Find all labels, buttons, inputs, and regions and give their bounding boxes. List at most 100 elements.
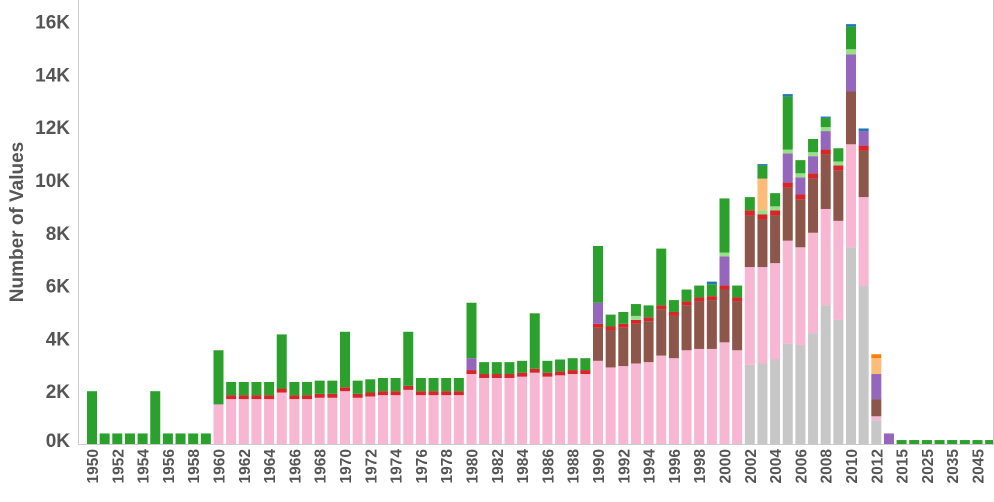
x-tick-label: 1960 xyxy=(212,449,229,483)
bar-segment xyxy=(745,216,755,267)
bar-segment xyxy=(391,391,401,395)
bar-segment xyxy=(656,309,666,355)
y-tick-label: 12K xyxy=(35,118,70,139)
bar-segment xyxy=(795,177,805,194)
bar-segment xyxy=(618,324,628,328)
bar-segment xyxy=(416,391,426,395)
bar-segment xyxy=(618,312,628,324)
bar-segment xyxy=(757,179,767,211)
y-tick-label: 6K xyxy=(46,277,71,298)
bar-segment xyxy=(353,394,363,398)
bar-segment xyxy=(707,282,717,285)
x-tick-label: 2025 xyxy=(920,449,937,484)
bar-segment xyxy=(327,381,337,394)
bar-segment xyxy=(732,350,742,444)
bar-segment xyxy=(239,399,249,444)
x-tick-label: 1998 xyxy=(692,449,709,484)
x-tick-label: 1978 xyxy=(439,449,456,484)
bar-segment xyxy=(580,358,590,370)
bar-segment xyxy=(871,374,881,399)
bar-segment xyxy=(846,55,856,92)
bar-segment xyxy=(656,249,666,306)
x-tick-label: 2006 xyxy=(793,449,810,484)
x-tick-label: 1956 xyxy=(161,449,178,484)
bar-segment xyxy=(795,247,805,345)
x-tick-label: 1974 xyxy=(389,449,406,484)
x-tick-label: 1950 xyxy=(85,449,102,483)
bar-segment xyxy=(340,387,350,391)
bar-segment xyxy=(821,127,831,131)
bar-segment xyxy=(416,395,426,444)
bar-segment xyxy=(289,399,299,444)
bar-segment xyxy=(795,345,805,444)
x-tick-label: 2045 xyxy=(971,449,988,484)
bar-segment xyxy=(403,332,413,386)
bar-segment xyxy=(871,399,881,416)
bar-segment xyxy=(783,241,793,344)
bar-segment xyxy=(492,374,502,378)
bar-segment xyxy=(214,404,224,444)
bar-segment xyxy=(960,440,970,444)
bar-segment xyxy=(353,381,363,394)
bar-segment xyxy=(757,164,767,165)
x-tick-label: 1982 xyxy=(490,449,507,483)
bar-segment xyxy=(770,193,780,206)
bar-segment xyxy=(783,94,793,97)
x-tick-label: 2004 xyxy=(768,449,785,484)
x-tick-label: 1970 xyxy=(338,449,355,483)
bar-segment xyxy=(492,362,502,374)
bar-segment xyxy=(871,358,881,374)
bar-segment xyxy=(631,363,641,444)
y-tick-label: 10K xyxy=(35,171,70,192)
bar-segment xyxy=(884,433,894,444)
bar-segment xyxy=(188,433,198,444)
bar-segment xyxy=(214,350,224,404)
bar-segment xyxy=(833,161,843,165)
x-tick-label: 1968 xyxy=(313,449,330,484)
x-tick-label: 1976 xyxy=(414,449,431,484)
bar-segment xyxy=(859,146,869,151)
bar-segment xyxy=(606,326,616,330)
bar-segment xyxy=(251,395,261,399)
bar-segment xyxy=(770,206,780,210)
bar-segment xyxy=(365,379,375,392)
bar-segment xyxy=(340,391,350,444)
bar-segment xyxy=(467,370,477,374)
bar-segment xyxy=(580,374,590,444)
bar-segment xyxy=(808,139,818,152)
bar-segment xyxy=(821,118,831,127)
bar-segment xyxy=(720,290,730,343)
bar-segment xyxy=(808,156,818,173)
bar-segment xyxy=(504,374,514,378)
bar-segment xyxy=(593,361,603,444)
bar-segment xyxy=(315,394,325,398)
bar-segment xyxy=(517,361,527,373)
bar-segment xyxy=(100,433,110,444)
bar-segment xyxy=(302,395,312,399)
bar-segment xyxy=(568,370,578,374)
bar-segment xyxy=(618,366,628,444)
bar-segment xyxy=(770,263,780,359)
bar-segment xyxy=(757,220,767,268)
bar-segment xyxy=(391,378,401,391)
bar-segment xyxy=(833,171,843,221)
bar-segment xyxy=(821,150,831,155)
bar-segment xyxy=(226,382,236,395)
x-tick-label: 2010 xyxy=(844,449,861,483)
bar-segment xyxy=(631,316,641,320)
bar-segment xyxy=(707,349,717,444)
bar-segment xyxy=(757,267,767,363)
bar-segment xyxy=(555,371,565,375)
bar-segment xyxy=(694,349,704,444)
bar-segment xyxy=(479,374,489,378)
bar-segment xyxy=(593,328,603,361)
bar-segment xyxy=(985,440,994,444)
bar-segment xyxy=(391,395,401,444)
bar-segment xyxy=(947,440,957,444)
bar-segment xyxy=(517,373,527,377)
bar-segment xyxy=(808,179,818,233)
bar-segment xyxy=(606,330,616,367)
bar-segment xyxy=(682,301,692,305)
bar-segment xyxy=(340,332,350,387)
x-tick-label: 2015 xyxy=(895,449,912,484)
